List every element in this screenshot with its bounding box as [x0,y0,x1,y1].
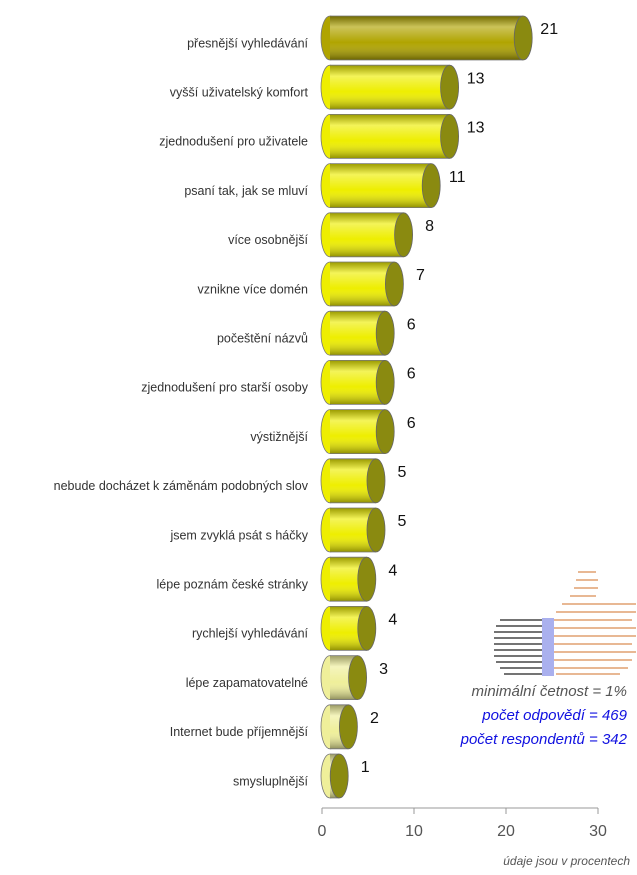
y-tick-label: jsem zvyklá psát s háčky [169,528,308,542]
y-tick-label: psaní tak, jak se mluví [184,184,308,198]
bar-end [357,606,377,651]
value-label: 2 [370,710,379,727]
y-tick-label: více osobnější [228,233,308,247]
value-label: 13 [467,120,485,137]
note: údaje jsou v procentech [503,854,630,868]
bar-end [513,15,533,61]
bar-end [394,212,414,258]
bar-end [440,64,460,110]
bar-outline [330,310,386,356]
value-label: 5 [398,513,407,530]
bar-end [366,507,386,553]
value-label: 1 [361,759,370,776]
bar-shade [330,262,395,306]
value-label: 13 [467,70,485,87]
value-label: 6 [407,415,416,432]
bar-end [384,261,404,307]
bar-end [348,655,368,700]
bar-end [375,310,395,356]
bar-end [440,113,460,159]
thumb-icon [494,571,636,676]
y-tick-label: zjednodušení pro starší osoby [141,381,309,395]
bar-outline [330,261,395,307]
annotation: minimální četnost = 1% [472,683,628,700]
x-tick-label: 10 [405,823,423,840]
y-tick-label: přesnější vyhledávání [187,36,308,50]
x-tick-label: 30 [589,823,607,840]
bar-outline [330,360,386,405]
y-tick-label: smysluplnější [233,774,309,788]
bar-outline [330,458,376,504]
bar-shade [330,212,404,257]
y-tick-label: nebude docházet k záměnám podobných slov [54,479,309,493]
bar-outline [330,655,358,700]
bar-outline [330,15,524,61]
y-tick-label: výstižnější [250,430,308,444]
bar-shade [330,65,450,110]
bar-outline [330,114,450,159]
y-tick-label: rychlejší vyhledávání [192,627,309,641]
bar-end [375,359,395,405]
bar-end [421,163,441,209]
y-tick-label: vyšší uživatelský komfort [170,85,309,99]
y-tick-label: lépe poznám české stránky [157,577,309,591]
value-label: 8 [425,218,434,235]
value-label: 21 [540,21,558,38]
annotation: počet odpovědí = 469 [481,707,627,724]
bar-outline [330,507,376,553]
bar-outline [330,163,432,208]
bar-end [375,409,395,455]
value-label: 11 [449,169,466,186]
value-label: 3 [379,661,388,678]
bar-end [366,458,386,504]
x-tick-label: 20 [497,823,515,840]
value-label: 6 [407,316,416,333]
y-tick-label: zjednodušení pro uživatele [159,135,308,149]
bar-shade [330,16,524,60]
bar-outline [330,606,367,651]
bar-shade [330,163,432,208]
y-tick-label: počeštění názvů [217,331,308,345]
bar-outline [330,409,386,454]
annotation: počet respondentů = 342 [460,731,628,748]
bar-outline [330,556,367,602]
bar-end [329,753,349,799]
value-label: 4 [388,562,397,579]
y-tick-label: Internet bude příjemnější [170,725,309,739]
value-label: 5 [398,464,407,481]
value-label: 4 [388,612,397,629]
bar-outline [330,212,404,258]
bar-outline [330,704,349,750]
x-tick-label: 0 [318,823,327,840]
value-label: 6 [407,366,416,383]
bar-shade [330,114,450,159]
bar-end [357,556,377,602]
y-tick-label: lépe zapamatovatelné [186,676,308,690]
value-label: 7 [416,267,425,284]
bar-outline [330,64,450,110]
bar-end [338,704,358,750]
y-tick-label: vznikne více domén [198,282,309,296]
